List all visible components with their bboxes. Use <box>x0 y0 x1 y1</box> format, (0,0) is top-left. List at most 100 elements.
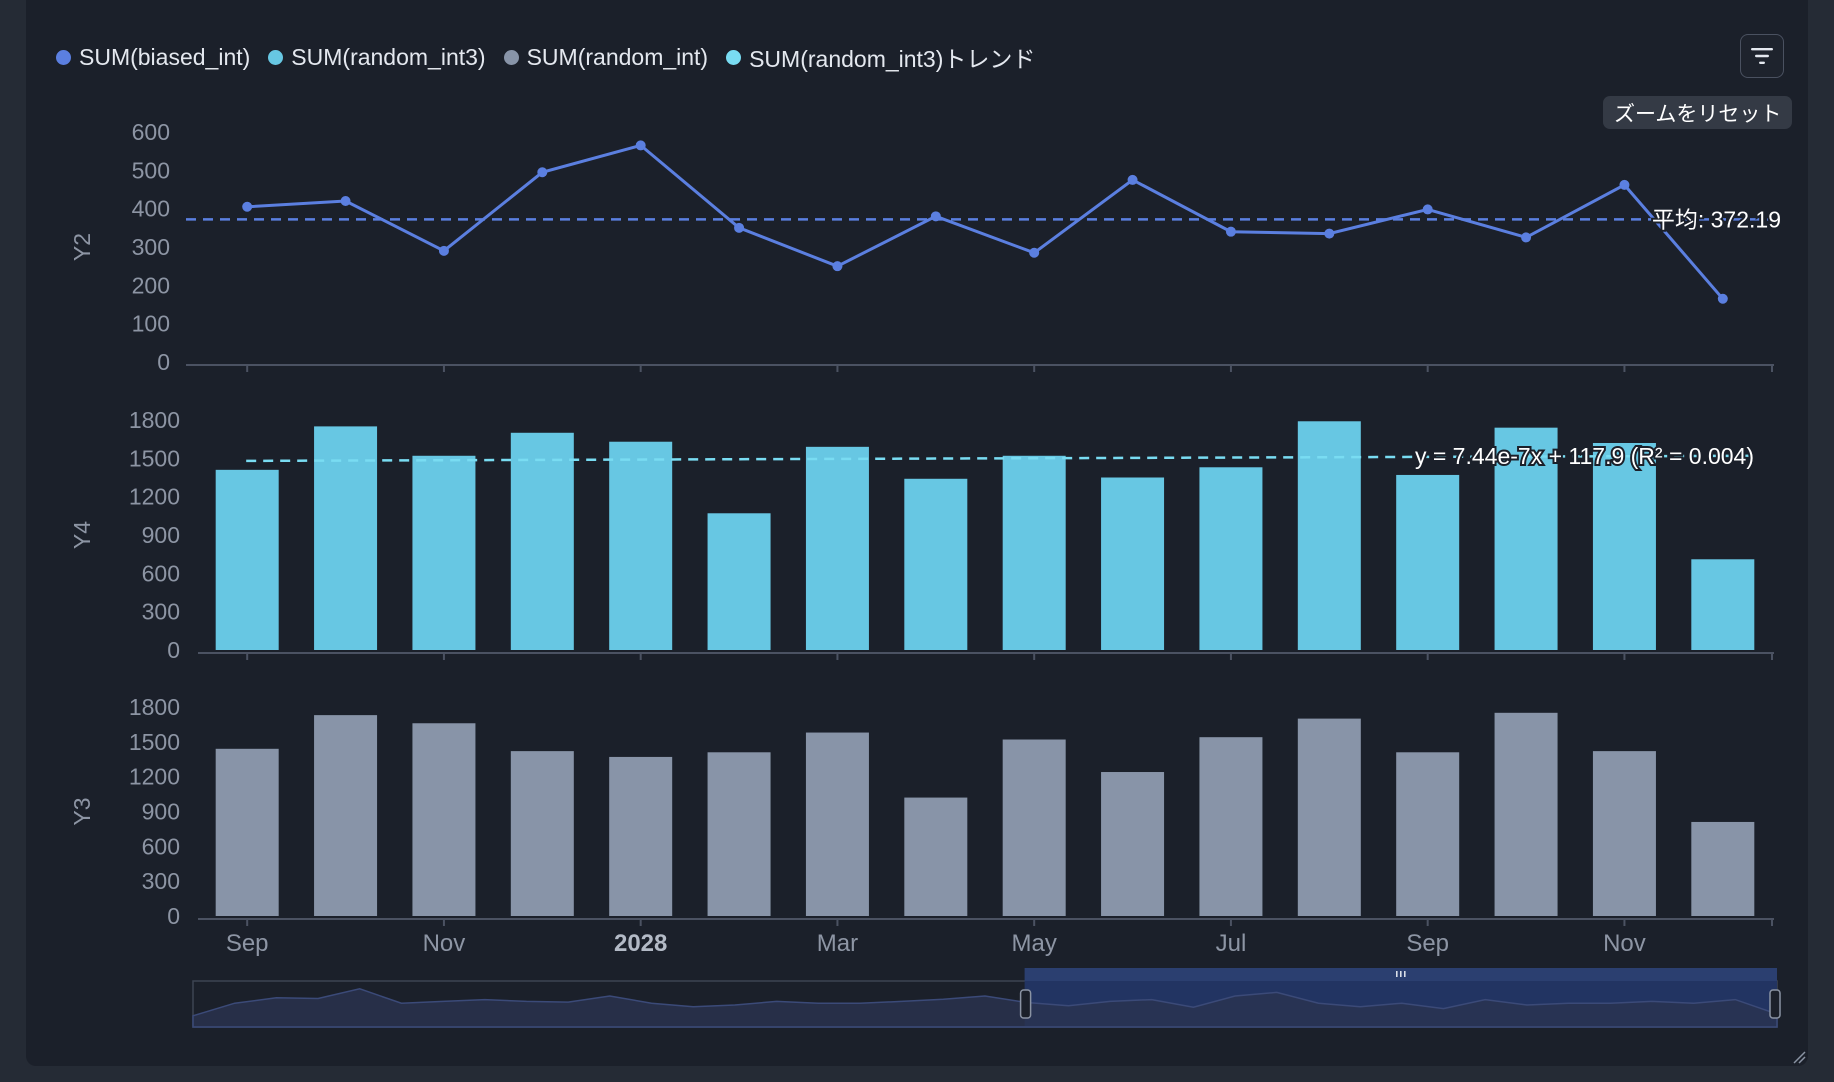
x-tick-label: Nov <box>1603 930 1646 957</box>
y-tick-label: 200 <box>132 272 170 298</box>
x-tick-label: Sep <box>226 930 269 957</box>
legend-label: SUM(random_int3)トレンド <box>749 46 1036 72</box>
bar <box>412 723 476 916</box>
bar <box>1494 712 1558 916</box>
bar <box>707 513 771 650</box>
filter-button[interactable] <box>1740 34 1784 78</box>
trend-label: y = 7.44e-7x + 117.9 (R² = 0.004) <box>1415 443 1754 469</box>
bar <box>1199 737 1263 916</box>
x-tick-label: May <box>1012 930 1057 957</box>
bar <box>1396 474 1460 650</box>
legend-dot <box>726 49 742 65</box>
data-point <box>1324 228 1335 239</box>
y-tick-label: 300 <box>142 599 180 625</box>
x-tick-label: Mar <box>817 930 858 957</box>
data-point <box>1029 247 1040 258</box>
trend-line <box>246 454 1755 463</box>
data-point <box>242 201 253 212</box>
y-tick-label: 1500 <box>129 445 180 471</box>
series-line <box>247 143 1724 300</box>
x-tick-label: Nov <box>423 930 466 957</box>
bar <box>904 478 968 650</box>
y-axis-label: Y2 <box>69 233 95 261</box>
y-tick-label: 600 <box>142 833 180 859</box>
bar <box>805 446 869 650</box>
data-point <box>1521 232 1532 243</box>
bar <box>1396 752 1460 916</box>
legend-dot <box>503 49 519 65</box>
data-point <box>635 140 646 151</box>
y-tick-label: 300 <box>132 234 170 260</box>
bar <box>1592 443 1656 650</box>
bar <box>215 469 279 650</box>
bar <box>1691 821 1755 916</box>
y-tick-label: 1800 <box>129 407 180 433</box>
y-tick-label: 100 <box>132 311 170 337</box>
data-point <box>832 261 843 272</box>
bar <box>609 756 673 916</box>
bar <box>1691 559 1755 650</box>
data-point <box>1717 293 1728 304</box>
filter-icon <box>1751 48 1773 64</box>
bar <box>1297 718 1361 916</box>
y-tick-label: 1200 <box>129 764 180 790</box>
y-tick-label: 600 <box>132 119 170 145</box>
average-label: 平均: 372.19 <box>1652 206 1781 232</box>
data-point <box>1127 174 1138 185</box>
bar <box>314 715 378 916</box>
legend-item-biased-int[interactable]: SUM(biased_int) <box>56 44 250 71</box>
legend: SUM(biased_int) SUM(random_int3) SUM(ran… <box>56 40 1035 74</box>
bar <box>1592 751 1656 916</box>
zoom-reset-button[interactable]: ズームをリセット <box>1603 96 1793 129</box>
y-tick-label: 0 <box>167 903 180 929</box>
x-tick-label: Jul <box>1216 930 1247 957</box>
bar <box>1002 455 1066 650</box>
data-point <box>1619 179 1630 190</box>
legend-label: SUM(random_int3) <box>291 43 486 70</box>
y-axis-label: Y4 <box>69 521 95 549</box>
legend-item-random-int3-trend[interactable]: SUM(random_int3)トレンド <box>726 40 1035 74</box>
bar <box>1101 477 1165 650</box>
y-tick-label: 0 <box>157 349 170 375</box>
bar <box>412 455 476 650</box>
legend-item-random-int3[interactable]: SUM(random_int3) <box>268 43 486 71</box>
legend-dot <box>56 49 71 65</box>
bar <box>805 732 869 916</box>
data-point <box>1422 204 1433 215</box>
bar <box>904 797 968 916</box>
y-tick-label: 1500 <box>129 729 180 755</box>
bar <box>510 751 574 916</box>
y-tick-label: 300 <box>142 868 180 894</box>
bar <box>609 441 673 650</box>
y-tick-label: 1200 <box>129 484 180 510</box>
legend-dot <box>268 49 284 65</box>
bar <box>510 432 574 650</box>
y-tick-label: 400 <box>132 196 170 222</box>
x-tick-label: 2028 <box>614 930 667 957</box>
y-tick-label: 1800 <box>129 694 180 720</box>
bar <box>1199 467 1263 650</box>
y-tick-label: 900 <box>142 799 180 825</box>
bar <box>1494 427 1558 650</box>
data-point <box>537 167 548 178</box>
bar <box>707 752 771 916</box>
data-point <box>734 222 745 233</box>
navigator-range-handle <box>1019 989 1032 1019</box>
legend-item-random-int[interactable]: SUM(random_int) <box>503 43 709 71</box>
bar <box>215 748 279 916</box>
y-axis-label: Y3 <box>69 797 95 825</box>
bar <box>1297 421 1361 650</box>
y-tick-label: 900 <box>142 522 180 548</box>
legend-label: SUM(random_int) <box>526 43 709 70</box>
y-tick-label: 500 <box>132 157 170 183</box>
bar <box>1101 772 1165 916</box>
y-tick-label: 600 <box>142 560 180 586</box>
bar <box>314 426 378 650</box>
navigator-range-handle <box>1769 989 1781 1019</box>
y-tick-label: 0 <box>167 637 180 663</box>
x-tick-label: Sep <box>1406 930 1449 957</box>
bar <box>1002 739 1066 916</box>
data-point <box>340 196 351 206</box>
resize-handle-icon[interactable] <box>1792 1050 1806 1064</box>
